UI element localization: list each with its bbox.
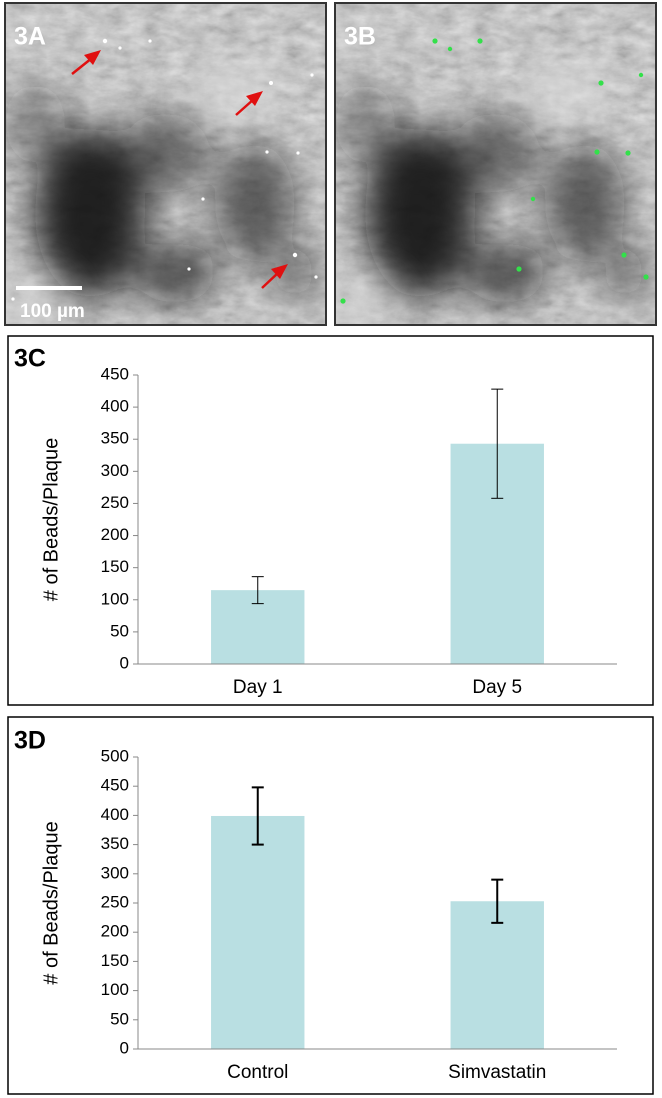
y-tick-label: 50 [110, 621, 129, 640]
x-tick-label: Day 5 [472, 677, 522, 698]
y-tick-label: 350 [101, 834, 129, 853]
y-axis-label: # of Beads/Plaque [40, 821, 62, 984]
x-tick-label: Day 1 [233, 677, 283, 698]
x-tick-label: Control [227, 1062, 288, 1083]
panel-frame [7, 335, 654, 706]
y-tick-label: 250 [101, 493, 129, 512]
image-label: 3A [14, 23, 46, 51]
y-tick-label: 50 [110, 1009, 129, 1028]
y-tick-label: 150 [101, 951, 129, 970]
y-tick-label: 0 [120, 653, 129, 672]
panel-label: 3D [14, 727, 46, 755]
y-tick-label: 500 [101, 746, 129, 765]
y-tick-label: 250 [101, 892, 129, 911]
y-tick-label: 450 [101, 776, 129, 795]
y-tick-label: 100 [101, 980, 129, 999]
image-3b [315, 3, 656, 328]
y-tick-label: 200 [101, 922, 129, 941]
x-tick-label: Simvastatin [448, 1062, 546, 1083]
image-3a [0, 3, 326, 328]
y-axis-label: # of Beads/Plaque [40, 438, 62, 601]
y-tick-label: 350 [101, 429, 129, 448]
image-label: 3B [344, 23, 376, 51]
y-tick-label: 300 [101, 863, 129, 882]
y-tick-label: 100 [101, 589, 129, 608]
scale-bar-label: 100 µm [20, 301, 85, 322]
panel-label: 3C [14, 345, 46, 373]
y-tick-label: 400 [101, 397, 129, 416]
y-tick-label: 0 [120, 1038, 129, 1057]
image-frame [4, 2, 327, 326]
y-tick-label: 150 [101, 557, 129, 576]
panel-frame [7, 716, 654, 1095]
image-frame [334, 2, 657, 326]
y-tick-label: 400 [101, 805, 129, 824]
bar [450, 901, 544, 1049]
y-tick-label: 450 [101, 364, 129, 383]
y-tick-label: 300 [101, 461, 129, 480]
bar [211, 815, 305, 1049]
y-tick-label: 200 [101, 525, 129, 544]
